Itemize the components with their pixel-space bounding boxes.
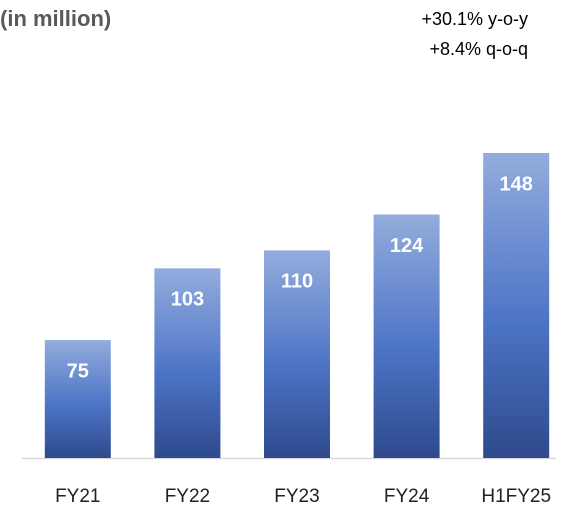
annotation: +8.4% q-o-q	[429, 39, 528, 59]
value-label: 103	[171, 289, 204, 311]
value-label: 110	[281, 271, 313, 293]
bar	[264, 250, 330, 458]
value-label: 124	[390, 235, 424, 257]
annotation: +30.1% y-o-y	[421, 9, 528, 29]
value-label: 75	[67, 360, 89, 382]
x-tick-label: H1FY25	[481, 486, 551, 507]
bar	[44, 340, 111, 458]
bar	[154, 268, 221, 458]
bar	[483, 153, 550, 458]
chart-title: (in million)	[0, 6, 111, 31]
bar	[373, 214, 440, 458]
x-tick-label: FY22	[165, 486, 210, 507]
value-label: 148	[500, 173, 533, 195]
x-tick-label: FY24	[384, 486, 430, 507]
x-tick-label: FY23	[274, 486, 319, 507]
x-tick-label: FY21	[55, 486, 100, 507]
